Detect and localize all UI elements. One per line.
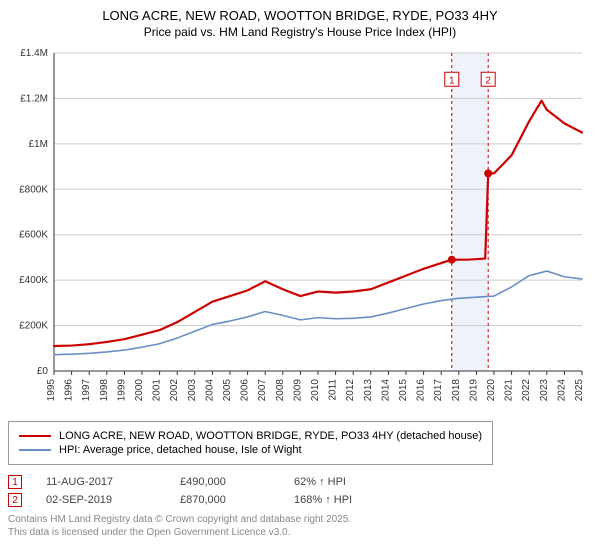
legend-swatch	[19, 435, 51, 437]
sale-marker-box: 1	[8, 475, 22, 489]
x-tick-label: 2003	[187, 379, 198, 402]
sales-list: 1 11-AUG-2017 £490,000 62% ↑ HPI 2 02-SEP-201…	[8, 475, 592, 507]
legend-box: LONG ACRE, NEW ROAD, WOOTTON BRIDGE, RYD…	[8, 421, 493, 465]
x-tick-label: 2012	[345, 379, 356, 402]
legend-row: HPI: Average price, detached house, Isle…	[19, 444, 482, 456]
x-tick-label: 1995	[46, 379, 57, 402]
x-tick-label: 2013	[363, 379, 374, 402]
x-tick-label: 2002	[169, 379, 180, 402]
x-tick-label: 2016	[416, 379, 427, 402]
y-tick-label: £1.2M	[20, 93, 48, 104]
x-tick-label: 2010	[310, 379, 321, 402]
chart-title-line1: LONG ACRE, NEW ROAD, WOOTTON BRIDGE, RYD…	[8, 8, 592, 23]
footer-line2: This data is licensed under the Open Gov…	[8, 526, 592, 539]
sale-marker-box: 2	[8, 493, 22, 507]
x-tick-label: 2004	[204, 379, 215, 402]
chart-title-line2: Price paid vs. HM Land Registry's House …	[8, 25, 592, 39]
sale-row: 2 02-SEP-2019 £870,000 168% ↑ HPI	[8, 493, 592, 507]
y-tick-label: £1M	[29, 139, 48, 150]
x-tick-label: 2017	[433, 379, 444, 402]
x-tick-label: 2020	[486, 379, 497, 402]
x-tick-label: 2000	[134, 379, 145, 402]
x-tick-label: 2007	[257, 379, 268, 402]
sale-row: 1 11-AUG-2017 £490,000 62% ↑ HPI	[8, 475, 592, 489]
legend-label: HPI: Average price, detached house, Isle…	[59, 444, 302, 456]
price-chart: £0 £200K £400K £600K £800K £1M £1.2M £1.4M 1995 1…	[8, 43, 592, 413]
x-tick-label: 2019	[468, 379, 479, 402]
x-tick-label: 2011	[328, 379, 339, 401]
x-tick-label: 1996	[64, 379, 75, 402]
y-tick-label: £200K	[19, 321, 48, 332]
y-tick-label: £1.4M	[20, 48, 48, 59]
x-tick-label: 2025	[574, 379, 585, 402]
x-tick-label: 2022	[521, 379, 532, 402]
x-tick-label: 2014	[380, 379, 391, 402]
y-tick-label: £400K	[19, 275, 48, 286]
x-tick-label: 2015	[398, 379, 409, 402]
footer-line1: Contains HM Land Registry data © Crown c…	[8, 513, 592, 526]
x-tick-label: 2021	[504, 379, 515, 402]
y-tick-label: £0	[37, 366, 49, 377]
x-tick-label: 2024	[556, 379, 567, 402]
footer-attribution: Contains HM Land Registry data © Crown c…	[8, 513, 592, 539]
sale-date: 11-AUG-2017	[46, 476, 156, 488]
sale-delta: 168% ↑ HPI	[294, 494, 352, 506]
x-tick-label: 2005	[222, 379, 233, 402]
x-tick-label: 2023	[539, 379, 550, 402]
x-tick-label: 2018	[451, 379, 462, 402]
legend-row: LONG ACRE, NEW ROAD, WOOTTON BRIDGE, RYD…	[19, 430, 482, 442]
x-tick-label: 2008	[275, 379, 286, 402]
sale-price: £490,000	[180, 476, 270, 488]
sale-marker-number: 1	[449, 75, 455, 86]
x-tick-label: 1998	[99, 379, 110, 402]
x-tick-label: 2009	[292, 379, 303, 402]
sale-date: 02-SEP-2019	[46, 494, 156, 506]
highlight-band	[452, 53, 489, 371]
x-tick-label: 1999	[116, 379, 127, 402]
chart-area: £0 £200K £400K £600K £800K £1M £1.2M £1.4M 1995 1…	[8, 43, 592, 413]
sale-marker-number: 2	[485, 75, 491, 86]
chart-title-block: LONG ACRE, NEW ROAD, WOOTTON BRIDGE, RYD…	[8, 8, 592, 39]
x-tick-label: 2006	[240, 379, 251, 402]
legend-label: LONG ACRE, NEW ROAD, WOOTTON BRIDGE, RYD…	[59, 430, 482, 442]
sale-price: £870,000	[180, 494, 270, 506]
legend-swatch	[19, 449, 51, 451]
y-tick-label: £600K	[19, 230, 48, 241]
x-tick-label: 2001	[152, 379, 163, 402]
sale-delta: 62% ↑ HPI	[294, 476, 346, 488]
x-tick-label: 1997	[81, 379, 92, 402]
y-tick-label: £800K	[19, 184, 48, 195]
